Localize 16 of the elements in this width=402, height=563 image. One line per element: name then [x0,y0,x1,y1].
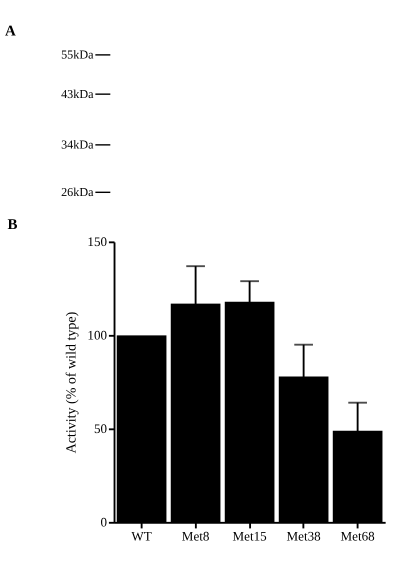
y-tick-label: 100 [87,328,108,343]
text: 26kDa [61,185,94,200]
y-axis-title: Activity (% of wild type) [64,311,80,454]
x-tick-label: Met38 [286,528,322,544]
text: 34kDa [61,138,94,152]
y-tick-label: 150 [87,234,108,250]
x-tick-label: Met68 [340,528,376,544]
chart-title: B [7,216,18,233]
y-tick-label: 0 [100,514,108,530]
text: 55kDa [61,48,94,62]
x-tick-label: Met15 [232,528,268,544]
x-tick-label: WT [131,528,152,544]
x-tick-label: Met8 [182,528,210,544]
text: 43kDa [61,86,94,101]
y-tick-label: 50 [94,421,108,436]
text: A [4,23,16,40]
